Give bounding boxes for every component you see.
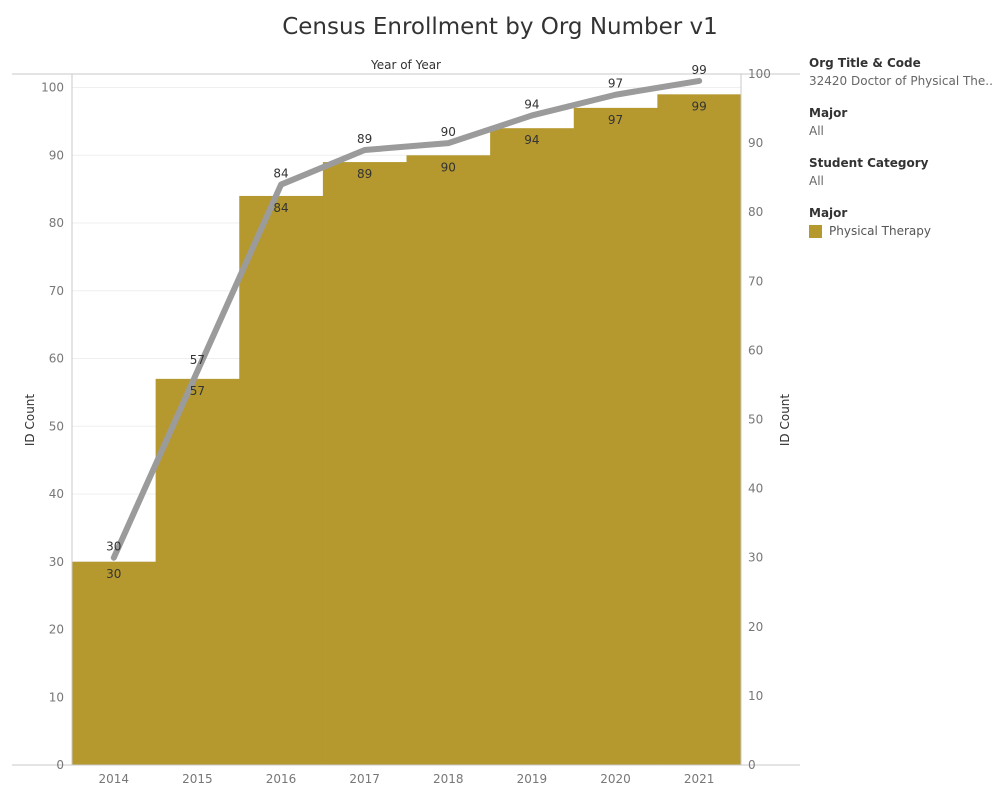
bar [406, 155, 491, 765]
legend: Major Physical Therapy [809, 206, 994, 238]
line-data-label: 97 [608, 77, 623, 91]
bar-data-label: 97 [608, 113, 623, 127]
bar-data-label: 90 [441, 160, 456, 174]
line-point [112, 556, 115, 559]
y-tick-right: 20 [748, 620, 763, 634]
bar [322, 162, 407, 766]
chart-title: Census Enrollment by Org Number v1 [282, 14, 718, 40]
bar [490, 128, 575, 766]
x-tick-label: 2018 [433, 772, 464, 786]
x-tick-label: 2015 [182, 772, 213, 786]
org-filter-value[interactable]: 32420 Doctor of Physical The.. [809, 74, 993, 88]
y-tick-left: 0 [56, 758, 64, 772]
x-tick-label: 2014 [99, 772, 130, 786]
line-point [614, 93, 617, 96]
y-axis-title-left: ID Count [23, 394, 37, 447]
x-tick-label: 2017 [349, 772, 380, 786]
line-point [363, 149, 366, 152]
student-category-filter-title: Student Category [809, 156, 929, 170]
line-data-label: 99 [692, 63, 707, 77]
axis-ticks: 0 10 20 30 40 50 60 70 80 90 100 0 10 20 30 40 50 60 70 80 9… [41, 67, 771, 786]
y-tick-right: 0 [748, 758, 756, 772]
bar [239, 195, 324, 766]
line-path [110, 77, 703, 561]
bar [155, 378, 240, 765]
y-axis-title-right: ID Count [778, 394, 792, 447]
side-panel: Org Title & Code 32420 Doctor of Physica… [809, 56, 994, 256]
y-tick-left: 50 [49, 419, 64, 433]
y-tick-right: 40 [748, 482, 763, 496]
line-data-label: 84 [273, 167, 288, 181]
y-tick-right: 80 [748, 205, 763, 219]
bar-data-label: 99 [692, 99, 707, 113]
bar-data-label: 94 [524, 133, 539, 147]
line-data-label: 89 [357, 132, 372, 146]
bar-series [72, 94, 742, 766]
line-data-label: 30 [106, 540, 121, 554]
line-point [530, 114, 533, 117]
org-filter-title: Org Title & Code [809, 56, 921, 70]
x-tick-label: 2016 [266, 772, 297, 786]
line-data-label: 90 [441, 125, 456, 139]
major-filter-title: Major [809, 106, 848, 120]
line-data-label: 94 [524, 97, 539, 111]
x-header: Year of Year [370, 58, 441, 72]
legend-item[interactable]: Physical Therapy [809, 224, 994, 238]
bar [657, 94, 742, 765]
bar-data-label: 89 [357, 167, 372, 181]
y-tick-left: 100 [41, 81, 64, 95]
line-data-label: 57 [190, 353, 205, 367]
y-tick-right: 60 [748, 343, 763, 357]
line-series [110, 77, 703, 561]
y-tick-right: 90 [748, 136, 763, 150]
x-tick-label: 2019 [517, 772, 548, 786]
org-filter[interactable]: Org Title & Code 32420 Doctor of Physica… [809, 56, 994, 88]
bar [72, 561, 157, 765]
x-tick-label: 2020 [600, 772, 631, 786]
legend-title: Major [809, 206, 848, 220]
y-tick-right: 30 [748, 551, 763, 565]
y-tick-left: 70 [49, 284, 64, 298]
bar-data-label: 30 [106, 567, 121, 581]
major-filter-value[interactable]: All [809, 124, 824, 138]
y-tick-left: 60 [49, 352, 64, 366]
major-filter[interactable]: Major All [809, 106, 994, 138]
y-tick-left: 80 [49, 216, 64, 230]
y-tick-right: 50 [748, 413, 763, 427]
y-tick-right: 10 [748, 689, 763, 703]
legend-item-label: Physical Therapy [829, 224, 931, 238]
data-labels: 30 57 84 89 90 94 97 99 30 57 84 89 90 94 97 99 [106, 63, 707, 581]
line-point [698, 79, 701, 82]
line-point [447, 142, 450, 145]
line-point [196, 370, 199, 373]
bar-data-label: 84 [273, 201, 288, 215]
bar-data-label: 57 [190, 384, 205, 398]
line-point [280, 183, 283, 186]
student-category-filter[interactable]: Student Category All [809, 156, 994, 188]
student-category-filter-value[interactable]: All [809, 174, 824, 188]
y-tick-left: 20 [49, 623, 64, 637]
y-tick-left: 10 [49, 690, 64, 704]
y-tick-left: 30 [49, 555, 64, 569]
y-tick-left: 90 [49, 148, 64, 162]
y-tick-right: 70 [748, 274, 763, 288]
x-tick-label: 2021 [684, 772, 715, 786]
legend-swatch [809, 224, 822, 238]
y-tick-right: 100 [748, 67, 771, 81]
bar [573, 107, 658, 765]
chart-frame: Year of Year ID Count ID Count [12, 58, 800, 766]
y-tick-left: 40 [49, 487, 64, 501]
